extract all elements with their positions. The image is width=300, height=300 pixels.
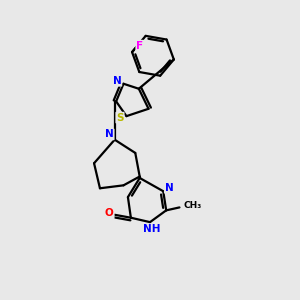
Text: NH: NH [143,224,160,235]
Text: N: N [165,183,173,193]
Text: S: S [116,112,124,123]
Text: N: N [112,76,122,86]
Text: CH₃: CH₃ [184,201,202,210]
Text: O: O [105,208,114,218]
Text: N: N [105,129,114,140]
Text: F: F [136,41,143,51]
